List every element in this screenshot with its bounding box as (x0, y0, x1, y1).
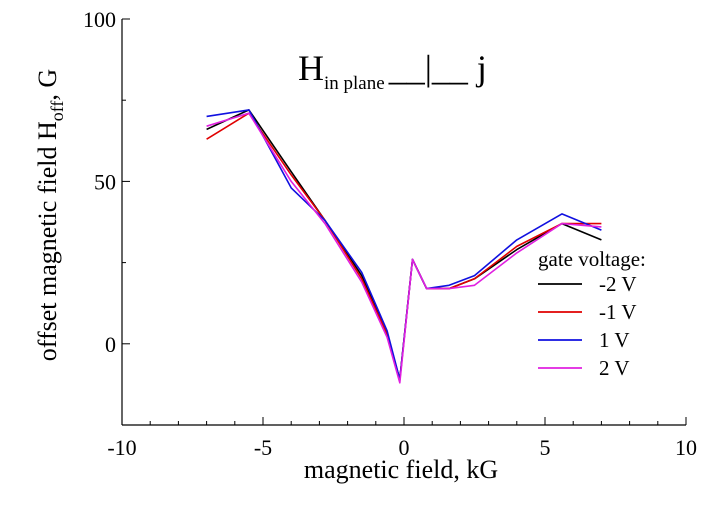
legend-label-0: -2 V (599, 272, 637, 296)
series-layer (206, 109, 602, 384)
x-tick-label: 5 (540, 435, 551, 460)
annotation-symbol: __|__ (388, 48, 469, 88)
x-tick-label: 0 (399, 435, 410, 460)
x-tick-label: -10 (107, 435, 136, 460)
x-tick-label: -5 (254, 435, 272, 460)
y-axis-title-unit: , G (33, 69, 62, 101)
field-orientation-annotation: Hin plane __|__ j (298, 48, 487, 94)
y-axis-title: offset magnetic field Hoff, G (33, 69, 67, 361)
annotation-sub: in plane (324, 73, 385, 94)
y-tick-label: 50 (94, 169, 116, 194)
annotation-tail: j (468, 48, 487, 88)
x-tick-label: 10 (675, 435, 697, 460)
y-tick-label: 100 (83, 7, 116, 32)
series-line-3 (206, 112, 602, 384)
legend-title: gate voltage: (538, 247, 646, 271)
legend-label-3: 2 V (599, 356, 630, 380)
legend-label-2: 1 V (599, 328, 630, 352)
y-axis-title-main: offset magnetic field H (33, 121, 62, 361)
legend-label-1: -1 V (599, 300, 637, 324)
x-axis-title: magnetic field, kG (304, 455, 498, 484)
annotation-main: H (298, 48, 324, 88)
y-axis-title-sub: off (47, 101, 67, 122)
y-tick-label: 0 (105, 332, 116, 357)
legend: gate voltage: -2 V -1 V 1 V 2 V (538, 247, 646, 380)
